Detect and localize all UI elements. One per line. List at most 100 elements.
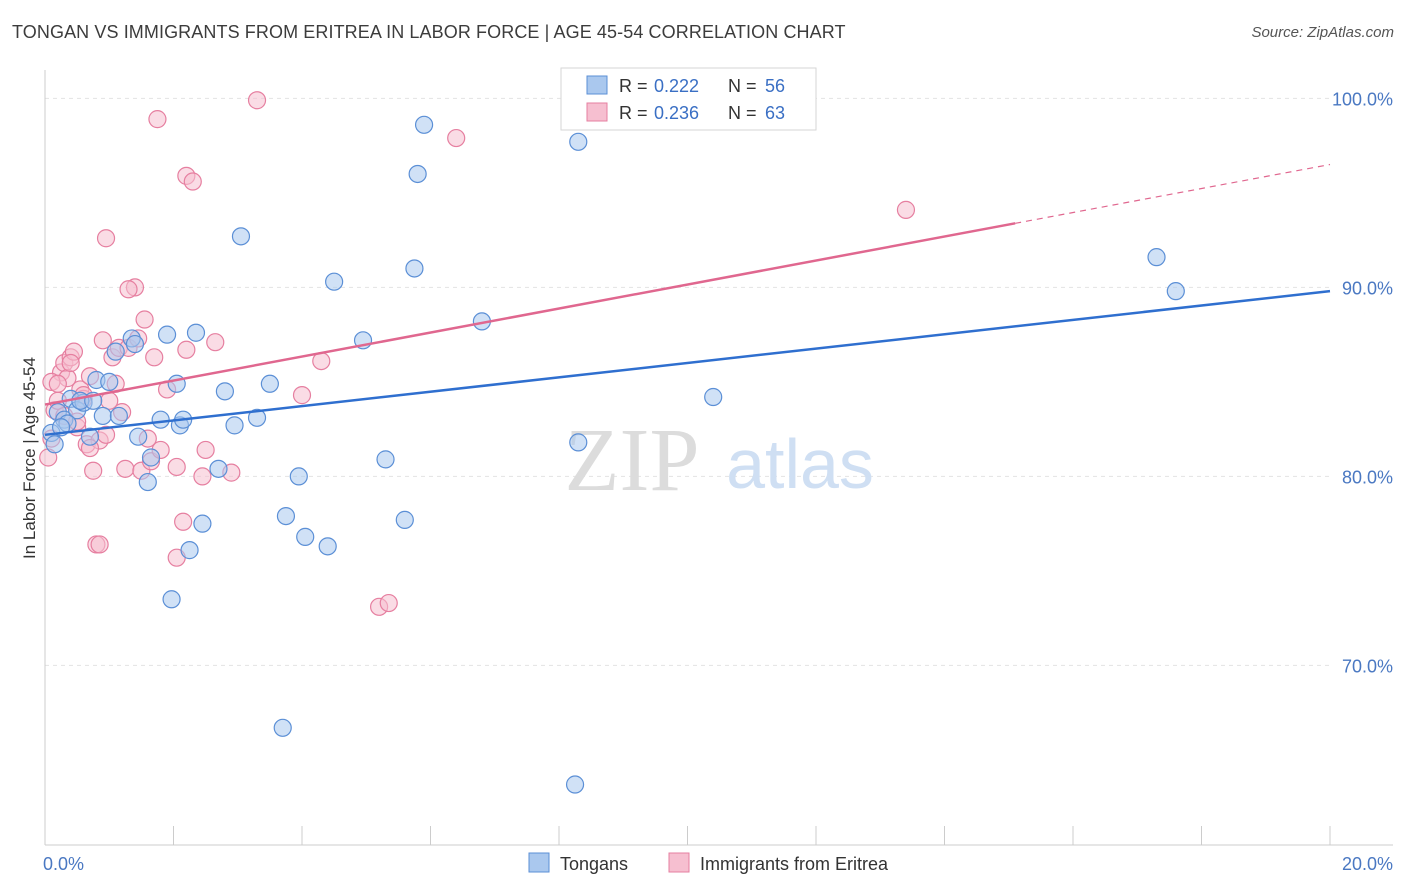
eritrea-point bbox=[292, 386, 312, 405]
eritrea-point bbox=[247, 91, 267, 110]
tongan-point bbox=[247, 408, 267, 427]
watermark: ZIP atlas bbox=[565, 411, 874, 510]
tongan-point bbox=[141, 448, 161, 467]
eritrea-point bbox=[174, 512, 193, 531]
chart-title: TONGAN VS IMMIGRANTS FROM ERITREA IN LAB… bbox=[12, 22, 846, 42]
tongan-point bbox=[180, 541, 199, 560]
tongan-point bbox=[225, 416, 244, 435]
y-axis-label: In Labor Force | Age 45-54 bbox=[20, 357, 39, 559]
tongan-point bbox=[80, 427, 100, 446]
stats-legend: R = 0.222 N = 56 R = 0.236 N = 63 bbox=[560, 67, 817, 131]
tongan-point bbox=[209, 459, 228, 478]
tongan-point bbox=[45, 435, 64, 454]
eritrea-point bbox=[119, 280, 138, 299]
n-value-tongans: 56 bbox=[765, 76, 785, 96]
trend-lines bbox=[44, 163, 1331, 437]
eritrea-point bbox=[93, 331, 112, 350]
tongan-point bbox=[276, 506, 296, 526]
source-credit: Source: ZipAtlas.com bbox=[1251, 24, 1394, 41]
eritrea-point bbox=[896, 200, 916, 219]
tongan-point bbox=[193, 514, 212, 533]
eritrea-point bbox=[96, 229, 116, 248]
tongan-point bbox=[231, 227, 251, 246]
eritrea-trend-line bbox=[44, 222, 1016, 406]
eritrea-point bbox=[193, 467, 212, 486]
r-value-eritrea: 0.236 bbox=[654, 103, 699, 123]
tongan-point bbox=[296, 527, 315, 546]
tongan-point bbox=[106, 342, 125, 361]
tongan-point bbox=[1166, 282, 1185, 301]
y-tick-label: 70.0% bbox=[1342, 656, 1393, 676]
eritrea-point bbox=[116, 459, 135, 478]
eritrea-point bbox=[177, 340, 196, 359]
n-label-tongans: N = bbox=[728, 76, 757, 96]
r-label-eritrea: R = bbox=[619, 103, 648, 123]
tongan-point bbox=[186, 323, 206, 342]
tongan-point bbox=[405, 259, 424, 278]
tongan-point bbox=[395, 510, 414, 529]
y-tick-label: 100.0% bbox=[1332, 89, 1393, 109]
eritrea-point bbox=[135, 310, 154, 329]
tongan-point bbox=[162, 590, 181, 609]
tongan-point bbox=[565, 775, 585, 794]
n-value-eritrea: 63 bbox=[765, 103, 785, 123]
tongan-point bbox=[125, 334, 145, 354]
tongans-swatch bbox=[586, 75, 608, 95]
eritrea-point bbox=[148, 110, 167, 129]
y-tick-labels: 70.0% 80.0% 90.0% 100.0% bbox=[1332, 89, 1393, 676]
tongan-point bbox=[289, 467, 308, 486]
tongan-point bbox=[151, 410, 170, 429]
eritrea-point bbox=[196, 440, 215, 460]
tongan-point bbox=[318, 537, 337, 556]
legend-tongans-swatch bbox=[528, 852, 550, 873]
tongan-point bbox=[414, 115, 434, 134]
eritrea-point bbox=[90, 535, 109, 554]
eritrea-point bbox=[206, 333, 225, 352]
grid-lines bbox=[45, 97, 1330, 666]
legend-tongans-label: Tongans bbox=[560, 854, 628, 874]
y-tick-label: 80.0% bbox=[1342, 467, 1393, 487]
tongan-point bbox=[273, 718, 292, 737]
eritrea-point bbox=[167, 457, 186, 477]
tongan-point bbox=[260, 374, 279, 393]
n-label-eritrea: N = bbox=[728, 103, 757, 123]
eritrea-point bbox=[447, 128, 466, 148]
r-label-tongans: R = bbox=[619, 76, 648, 96]
tongan-point bbox=[215, 382, 234, 401]
tongan-point bbox=[325, 272, 344, 291]
axes bbox=[44, 70, 1393, 846]
watermark-zip: ZIP bbox=[565, 411, 700, 510]
eritrea-point bbox=[183, 172, 202, 191]
tongan-point bbox=[569, 132, 588, 151]
x-tick-label: 0.0% bbox=[43, 854, 84, 874]
eritrea-point bbox=[48, 374, 67, 393]
legend-eritrea-label: Immigrants from Eritrea bbox=[700, 854, 889, 874]
y-tick-label: 90.0% bbox=[1342, 278, 1393, 298]
tongan-point bbox=[100, 372, 119, 391]
eritrea-point bbox=[84, 461, 103, 480]
x-tick-label: 20.0% bbox=[1342, 854, 1393, 874]
tongan-point bbox=[129, 427, 148, 446]
tongan-point bbox=[704, 387, 723, 407]
series-tongans-points bbox=[42, 115, 1185, 794]
series-legend: Tongans Immigrants from Eritrea bbox=[528, 852, 889, 874]
eritrea-point bbox=[145, 348, 164, 367]
x-tick-labels: 0.0% 20.0% bbox=[43, 854, 1393, 874]
tongan-point bbox=[376, 450, 395, 469]
tongan-point bbox=[569, 433, 588, 452]
watermark-atlas: atlas bbox=[726, 425, 874, 503]
legend-eritrea-swatch bbox=[668, 852, 690, 873]
tongan-point bbox=[1147, 248, 1166, 267]
tongan-point bbox=[138, 472, 157, 492]
tongan-point bbox=[109, 406, 128, 426]
tongan-point bbox=[157, 325, 177, 344]
eritrea-point bbox=[379, 593, 398, 613]
tongans-trend-line bbox=[44, 289, 1331, 437]
eritrea-trend-extension bbox=[1015, 163, 1331, 224]
eritrea-point bbox=[61, 353, 80, 373]
r-value-tongans: 0.222 bbox=[654, 76, 699, 96]
tongan-point bbox=[408, 164, 427, 184]
eritrea-swatch bbox=[586, 102, 608, 122]
tongan-point bbox=[93, 406, 112, 426]
